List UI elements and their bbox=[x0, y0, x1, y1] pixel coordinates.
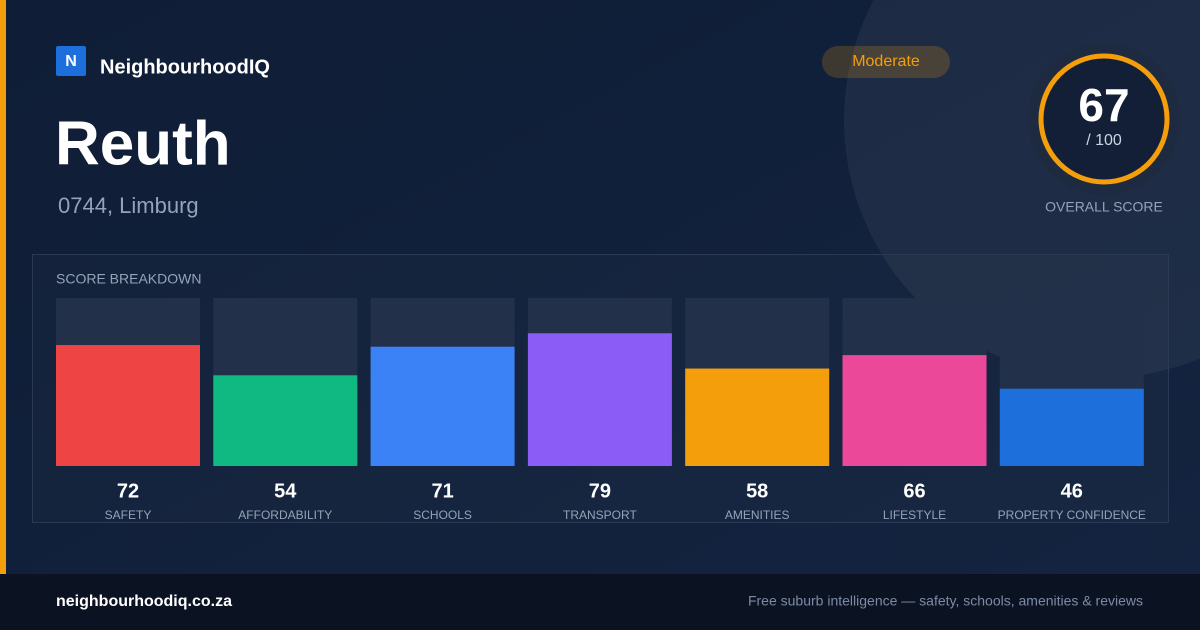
bar bbox=[213, 375, 358, 466]
bar-label: TRANSPORT bbox=[563, 508, 637, 522]
bar bbox=[999, 388, 1144, 466]
chart-title: SCORE BREAKDOWN bbox=[56, 271, 201, 287]
bar-value: 66 bbox=[903, 480, 925, 502]
badge-text: Moderate bbox=[852, 53, 920, 70]
bar-label: AFFORDABILITY bbox=[238, 508, 332, 522]
bar-value: 79 bbox=[589, 480, 611, 502]
bar-label: SCHOOLS bbox=[413, 508, 472, 522]
bar-value: 71 bbox=[431, 480, 453, 502]
footer bbox=[0, 574, 1200, 630]
bar-label: PROPERTY CONFIDENCE bbox=[998, 508, 1146, 522]
score-ring bbox=[1038, 53, 1170, 185]
bar-label: AMENITIES bbox=[725, 508, 790, 522]
bar bbox=[527, 333, 672, 466]
breakdown-panel bbox=[32, 254, 1169, 523]
bar-label: SAFETY bbox=[105, 508, 152, 522]
bar-label: LIFESTYLE bbox=[883, 508, 946, 522]
bar-value: 54 bbox=[274, 480, 297, 502]
overall-out-of: / 100 bbox=[1086, 132, 1122, 149]
overall-label: OVERALL SCORE bbox=[1045, 199, 1163, 215]
accent-stripe bbox=[0, 0, 6, 574]
logo-letter: N bbox=[65, 53, 77, 70]
overall-score: 67 bbox=[1078, 79, 1129, 131]
bar bbox=[56, 345, 200, 466]
title: Reuth bbox=[55, 109, 231, 178]
bar bbox=[842, 355, 987, 466]
location: 0744, Limburg bbox=[58, 193, 199, 218]
bar bbox=[370, 346, 515, 466]
footer-tagline: Free suburb intelligence — safety, schoo… bbox=[748, 593, 1143, 609]
badge bbox=[822, 46, 950, 78]
bar-value: 58 bbox=[746, 480, 768, 502]
brand: NeighbourhoodIQ bbox=[100, 56, 270, 78]
footer-site: neighbourhoodiq.co.za bbox=[56, 593, 232, 610]
bar-value: 72 bbox=[117, 480, 139, 502]
bar-value: 46 bbox=[1061, 480, 1083, 502]
bar bbox=[685, 368, 830, 466]
logo bbox=[56, 46, 86, 76]
